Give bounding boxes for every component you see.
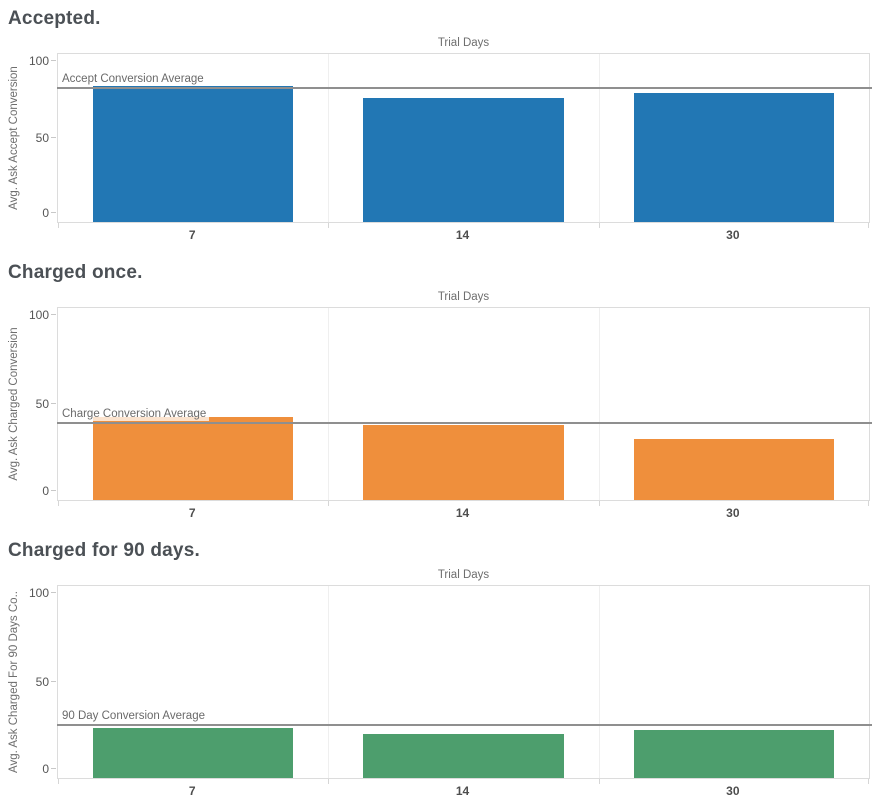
x-category-label[interactable]: 14	[455, 228, 470, 242]
reference-line-label: Charge Conversion Average	[61, 408, 210, 422]
x-axis-tick	[868, 501, 869, 506]
x-category-label[interactable]: 14	[455, 506, 470, 520]
y-axis: 0 50 100	[27, 53, 57, 223]
x-axis-tick	[598, 501, 600, 506]
x-axis-tick	[328, 779, 330, 784]
chart-section-accepted: Accepted. Trial Days Avg. Ask Accept Con…	[0, 0, 882, 245]
y-tick-mark	[51, 212, 56, 213]
y-tick-mark	[51, 314, 56, 315]
x-axis-tick	[58, 779, 59, 784]
y-axis: 0 50 100	[27, 585, 57, 779]
band-separator-line	[598, 308, 600, 500]
x-axis-category-labels: 7 14 30	[57, 779, 870, 801]
y-axis-label-column: Avg. Ask Accept Conversion	[0, 53, 27, 223]
chart-row: Avg. Ask Charged For 90 Days Co.. 0 50 100…	[0, 585, 882, 784]
plot-area: 90 Day Conversion Average	[57, 585, 872, 784]
x-axis-tick	[598, 223, 600, 228]
bar[interactable]	[363, 733, 564, 778]
x-category-label[interactable]: 14	[455, 784, 470, 798]
section-title: Charged once.	[8, 262, 143, 283]
reference-line	[57, 422, 872, 425]
section-title: Charged for 90 days.	[8, 540, 200, 561]
bar[interactable]	[633, 438, 834, 500]
chart-section-charged-90-days: Charged for 90 days. Trial Days Avg. Ask…	[0, 523, 882, 801]
y-axis-label: Avg. Ask Accept Conversion	[7, 66, 20, 210]
plot-area: Charge Conversion Average	[57, 307, 872, 506]
bar[interactable]	[93, 417, 294, 500]
chart-row: Avg. Ask Accept Conversion 0 50 100 Accept…	[0, 53, 882, 228]
x-axis-tick	[868, 223, 869, 228]
y-tick-label: 50	[35, 675, 49, 689]
chart-row: Avg. Ask Charged Conversion 0 50 100 Charg…	[0, 307, 882, 506]
bar[interactable]	[93, 85, 294, 222]
reference-line-label: 90 Day Conversion Average	[61, 710, 208, 724]
bar[interactable]	[363, 97, 564, 222]
x-category-label[interactable]: 7	[188, 228, 196, 242]
x-category-label[interactable]: 30	[726, 506, 740, 520]
reference-line	[57, 724, 872, 727]
y-tick-label: 0	[42, 206, 49, 220]
band-separator-line	[598, 54, 600, 222]
y-tick-label: 0	[42, 484, 49, 498]
section-title: Accepted.	[8, 8, 101, 29]
y-tick-label: 0	[42, 762, 49, 776]
y-tick-label: 100	[28, 54, 49, 68]
chart-section-charged-once: Charged once. Trial Days Avg. Ask Charge…	[0, 245, 882, 523]
y-tick-label: 100	[28, 308, 49, 322]
y-tick-mark	[51, 403, 56, 404]
bar[interactable]	[633, 92, 834, 222]
y-axis-label-column: Avg. Ask Charged Conversion	[0, 307, 27, 501]
x-axis-tick	[868, 779, 869, 784]
x-axis-category-labels: 7 14 30	[57, 501, 870, 523]
bar[interactable]	[363, 425, 564, 500]
x-axis-tick	[58, 501, 59, 506]
x-axis-tick	[328, 223, 330, 228]
x-axis-tick	[328, 501, 330, 506]
y-tick-mark	[51, 681, 56, 682]
band-separator-line	[328, 586, 330, 778]
y-tick-mark	[51, 60, 56, 61]
plot-area: Accept Conversion Average	[57, 53, 872, 228]
band-separator-line	[328, 54, 330, 222]
x-axis-title: Trial Days	[437, 291, 490, 303]
bar[interactable]	[93, 728, 294, 778]
x-category-label[interactable]: 30	[726, 228, 740, 242]
y-tick-mark	[51, 768, 56, 769]
x-category-label[interactable]: 30	[726, 784, 740, 798]
y-tick-label: 50	[35, 131, 49, 145]
reference-line-label: Accept Conversion Average	[61, 72, 207, 86]
y-tick-mark	[51, 490, 56, 491]
x-axis-category-labels: 7 14 30	[57, 223, 870, 245]
y-tick-mark	[51, 137, 56, 138]
reference-line	[57, 86, 872, 89]
band-separator-line	[328, 308, 330, 500]
x-axis-title: Trial Days	[437, 569, 490, 581]
x-category-label[interactable]: 7	[188, 784, 196, 798]
x-category-label[interactable]: 7	[188, 506, 196, 520]
y-axis-label: Avg. Ask Charged For 90 Days Co..	[7, 591, 20, 773]
y-tick-mark	[51, 592, 56, 593]
y-axis: 0 50 100	[27, 307, 57, 501]
y-tick-label: 50	[35, 397, 49, 411]
band-separator-line	[598, 586, 600, 778]
x-axis-title: Trial Days	[437, 37, 490, 49]
bar[interactable]	[633, 730, 834, 778]
y-axis-label-column: Avg. Ask Charged For 90 Days Co..	[0, 585, 27, 779]
x-axis-tick	[58, 223, 59, 228]
y-tick-label: 100	[28, 586, 49, 600]
y-axis-label: Avg. Ask Charged Conversion	[7, 327, 20, 481]
x-axis-tick	[598, 779, 600, 784]
